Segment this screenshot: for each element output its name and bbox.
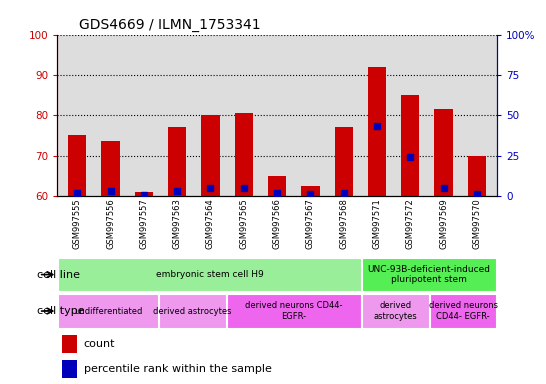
Bar xyxy=(135,192,153,196)
Text: count: count xyxy=(84,339,115,349)
Bar xyxy=(368,67,386,196)
Text: cell type: cell type xyxy=(37,306,85,316)
Bar xyxy=(468,156,486,196)
Bar xyxy=(363,295,429,328)
Text: derived neurons CD44-
EGFR-: derived neurons CD44- EGFR- xyxy=(245,301,343,321)
Text: undifferentiated: undifferentiated xyxy=(74,306,142,316)
Bar xyxy=(102,141,120,196)
Bar xyxy=(430,295,496,328)
Bar xyxy=(227,295,361,328)
Text: derived
astrocytes: derived astrocytes xyxy=(373,301,417,321)
Text: UNC-93B-deficient-induced
pluripotent stem: UNC-93B-deficient-induced pluripotent st… xyxy=(368,265,491,284)
Bar xyxy=(58,295,158,328)
Text: derived astrocytes: derived astrocytes xyxy=(153,306,232,316)
Bar xyxy=(159,295,225,328)
Bar xyxy=(335,127,353,196)
Bar xyxy=(301,186,319,196)
Text: percentile rank within the sample: percentile rank within the sample xyxy=(84,364,271,374)
Bar xyxy=(435,109,453,196)
Bar xyxy=(68,135,86,196)
Bar xyxy=(235,113,253,196)
Bar xyxy=(62,360,77,378)
Bar xyxy=(401,95,419,196)
Text: derived neurons
CD44- EGFR-: derived neurons CD44- EGFR- xyxy=(429,301,497,321)
Text: embryonic stem cell H9: embryonic stem cell H9 xyxy=(156,270,263,279)
Bar xyxy=(58,258,361,291)
Bar xyxy=(201,115,219,196)
Bar xyxy=(62,335,77,353)
Text: cell line: cell line xyxy=(37,270,80,280)
Bar xyxy=(168,127,186,196)
Text: GDS4669 / ILMN_1753341: GDS4669 / ILMN_1753341 xyxy=(79,18,261,32)
Bar xyxy=(268,175,286,196)
Bar xyxy=(363,258,496,291)
